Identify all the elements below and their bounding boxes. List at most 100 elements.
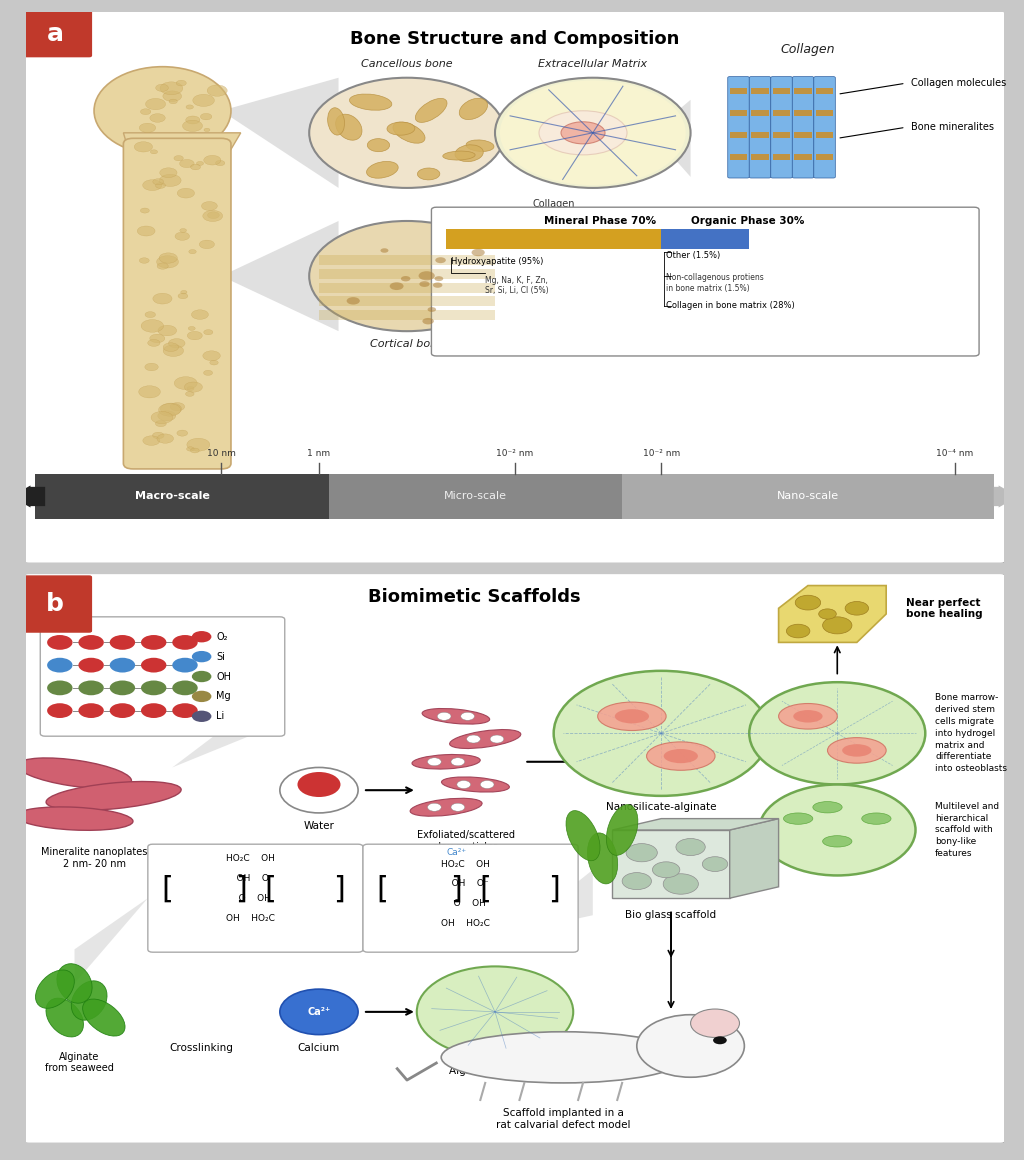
- Text: [: [: [479, 875, 492, 904]
- Text: 10⁻² nm: 10⁻² nm: [496, 449, 534, 458]
- Circle shape: [428, 307, 436, 312]
- Circle shape: [203, 350, 220, 361]
- Circle shape: [652, 862, 680, 878]
- Bar: [816, 154, 834, 160]
- Text: OH    HO₂C: OH HO₂C: [226, 914, 275, 922]
- Ellipse shape: [441, 1031, 686, 1083]
- Circle shape: [637, 1015, 744, 1078]
- Circle shape: [156, 420, 166, 427]
- Circle shape: [145, 99, 166, 110]
- Text: Bone mineralites: Bone mineralites: [910, 122, 993, 132]
- Circle shape: [451, 757, 465, 766]
- Circle shape: [207, 85, 227, 96]
- Circle shape: [140, 109, 151, 115]
- Text: HO₂C    OH: HO₂C OH: [226, 854, 275, 863]
- Bar: [752, 88, 769, 94]
- Circle shape: [401, 276, 411, 282]
- Text: OH    O⁻: OH O⁻: [442, 879, 488, 889]
- Circle shape: [690, 1009, 739, 1037]
- Text: Collagen in bone matrix (28%): Collagen in bone matrix (28%): [667, 300, 795, 310]
- Circle shape: [819, 609, 837, 619]
- Polygon shape: [475, 100, 535, 176]
- Circle shape: [186, 438, 210, 451]
- Bar: [319, 297, 495, 306]
- Circle shape: [208, 212, 219, 218]
- Text: [: [: [264, 875, 276, 904]
- Text: Cancellous bone: Cancellous bone: [361, 59, 453, 70]
- Circle shape: [163, 343, 178, 351]
- FancyArrow shape: [11, 486, 45, 508]
- Circle shape: [676, 839, 706, 856]
- Text: Extracellular Matrix: Extracellular Matrix: [539, 59, 647, 70]
- Polygon shape: [172, 694, 270, 768]
- Circle shape: [160, 82, 183, 95]
- Circle shape: [153, 293, 172, 304]
- FancyBboxPatch shape: [771, 77, 793, 177]
- Polygon shape: [612, 831, 730, 898]
- Polygon shape: [221, 78, 339, 188]
- Circle shape: [110, 703, 135, 718]
- Circle shape: [203, 210, 222, 222]
- Circle shape: [191, 310, 209, 319]
- Circle shape: [191, 651, 211, 662]
- Circle shape: [151, 150, 158, 154]
- Text: Ca²⁺: Ca²⁺: [446, 848, 466, 857]
- Ellipse shape: [368, 139, 390, 152]
- FancyBboxPatch shape: [147, 844, 362, 952]
- Circle shape: [158, 325, 176, 336]
- Bar: [795, 88, 812, 94]
- Circle shape: [309, 220, 505, 332]
- Circle shape: [176, 80, 186, 86]
- Ellipse shape: [827, 738, 886, 763]
- Circle shape: [390, 282, 403, 290]
- Circle shape: [141, 319, 164, 332]
- Circle shape: [172, 635, 198, 650]
- Text: Mineralite nanoplates
2 nm- 20 nm: Mineralite nanoplates 2 nm- 20 nm: [41, 847, 147, 869]
- FancyBboxPatch shape: [24, 10, 1006, 564]
- Circle shape: [428, 757, 441, 766]
- Circle shape: [79, 703, 103, 718]
- Text: b: b: [46, 592, 63, 616]
- Circle shape: [160, 174, 181, 187]
- Circle shape: [417, 966, 573, 1058]
- Circle shape: [175, 232, 189, 240]
- Polygon shape: [123, 132, 241, 166]
- Circle shape: [177, 430, 187, 436]
- Ellipse shape: [778, 703, 838, 730]
- Circle shape: [156, 85, 168, 92]
- Circle shape: [157, 263, 168, 269]
- Bar: [773, 154, 791, 160]
- Circle shape: [280, 989, 358, 1035]
- Bar: [319, 283, 495, 292]
- FancyBboxPatch shape: [728, 77, 750, 177]
- Circle shape: [157, 255, 178, 268]
- Circle shape: [142, 180, 162, 190]
- Circle shape: [182, 121, 203, 131]
- Ellipse shape: [46, 782, 181, 810]
- Circle shape: [187, 332, 203, 340]
- Circle shape: [623, 872, 651, 890]
- Circle shape: [422, 318, 434, 325]
- FancyArrow shape: [993, 486, 1018, 508]
- Circle shape: [204, 129, 210, 131]
- Circle shape: [796, 595, 820, 610]
- Ellipse shape: [17, 757, 131, 789]
- Ellipse shape: [466, 140, 494, 152]
- Text: Crosslinking: Crosslinking: [170, 1043, 233, 1053]
- Circle shape: [172, 658, 198, 673]
- Text: O₂: O₂: [216, 632, 227, 641]
- FancyBboxPatch shape: [431, 208, 979, 356]
- Circle shape: [150, 334, 165, 342]
- Circle shape: [433, 282, 442, 288]
- Circle shape: [204, 370, 213, 376]
- Bar: [730, 154, 748, 160]
- Polygon shape: [730, 819, 778, 898]
- Circle shape: [159, 253, 177, 263]
- Text: Calcium: Calcium: [298, 1043, 340, 1053]
- Circle shape: [626, 843, 657, 862]
- Ellipse shape: [393, 122, 425, 143]
- Ellipse shape: [422, 709, 489, 724]
- Text: Collagen: Collagen: [780, 43, 836, 56]
- Circle shape: [141, 703, 167, 718]
- Polygon shape: [75, 898, 147, 984]
